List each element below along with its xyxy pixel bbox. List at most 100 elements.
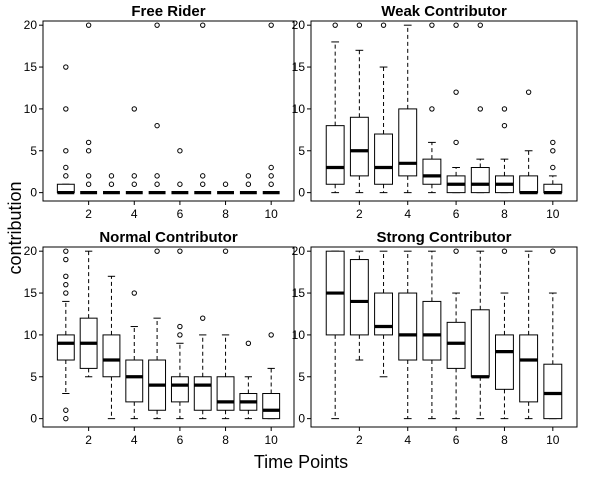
outlier-point bbox=[501, 106, 508, 112]
y-tick-label: 10 bbox=[292, 102, 306, 116]
x-tick-label: 2 bbox=[356, 207, 363, 221]
box-normal-contributor-t1 bbox=[56, 248, 75, 422]
outlier-point bbox=[63, 148, 69, 154]
box-free-rider-t3 bbox=[103, 173, 120, 195]
y-tick-label: 20 bbox=[24, 244, 38, 258]
outlier-point bbox=[200, 181, 206, 187]
panel-border bbox=[42, 246, 295, 428]
outlier-point bbox=[63, 64, 69, 70]
box-strong-contributor-t8 bbox=[495, 248, 514, 420]
outlier-point bbox=[332, 22, 338, 28]
outlier-point bbox=[268, 164, 274, 171]
outlier-point bbox=[131, 181, 137, 187]
box-normal-contributor-t7 bbox=[193, 315, 212, 420]
panel-weak-contributor: Weak Contributor 0 5 10 15 20 2 4 6 8 10 bbox=[292, 3, 578, 221]
box-weak-contributor-t7 bbox=[470, 22, 490, 194]
y-tick-label: 5 bbox=[30, 144, 37, 158]
box-iqr bbox=[216, 376, 235, 411]
box-normal-contributor-t2 bbox=[79, 250, 98, 378]
box-iqr bbox=[519, 334, 539, 403]
x-tick-label: 6 bbox=[453, 433, 460, 447]
outlier-point bbox=[63, 407, 69, 413]
panel-border bbox=[310, 246, 578, 428]
outlier-point bbox=[268, 181, 274, 187]
outlier-point bbox=[550, 164, 556, 171]
outlier-point bbox=[108, 173, 115, 179]
outlier-point bbox=[477, 106, 483, 112]
box-iqr bbox=[495, 334, 514, 390]
outlier-point bbox=[154, 173, 160, 179]
box-iqr bbox=[543, 363, 563, 420]
x-tick-label: 6 bbox=[177, 433, 184, 447]
box-strong-contributor-t3 bbox=[374, 250, 393, 378]
panel-border bbox=[310, 20, 578, 202]
box-iqr bbox=[325, 125, 345, 185]
box-iqr bbox=[102, 334, 121, 378]
outlier-point bbox=[85, 139, 92, 146]
box-strong-contributor-t5 bbox=[422, 250, 442, 420]
outlier-point bbox=[177, 248, 183, 254]
x-tick-label: 10 bbox=[265, 433, 279, 447]
box-weak-contributor-t4 bbox=[398, 24, 418, 194]
outlier-point bbox=[63, 248, 69, 254]
x-tick-label: 4 bbox=[131, 433, 138, 447]
box-free-rider-t6 bbox=[171, 148, 189, 195]
box-iqr bbox=[470, 167, 490, 194]
panel-normal-contributor: Normal Contributor 0 5 10 15 20 2 4 6 8 10 bbox=[24, 229, 295, 447]
outlier-point bbox=[154, 248, 160, 254]
box-normal-contributor-t10 bbox=[262, 332, 281, 420]
panel-title: Strong Contributor bbox=[377, 229, 512, 246]
box-normal-contributor-t4 bbox=[125, 290, 144, 420]
box-free-rider-t4 bbox=[125, 106, 143, 195]
outlier-point bbox=[85, 173, 92, 179]
outlier-point bbox=[131, 173, 137, 179]
x-tick-label: 10 bbox=[546, 207, 560, 221]
outlier-point bbox=[131, 106, 137, 112]
x-tick-label: 6 bbox=[177, 207, 184, 221]
box-normal-contributor-t6 bbox=[170, 248, 189, 420]
box-iqr bbox=[470, 309, 490, 378]
outlier-point bbox=[453, 22, 459, 28]
y-tick-label: 15 bbox=[24, 286, 38, 300]
outlier-point bbox=[177, 148, 183, 154]
outlier-point bbox=[356, 22, 363, 28]
y-tick-label: 5 bbox=[30, 370, 37, 384]
y-tick-label: 10 bbox=[24, 102, 38, 116]
outlier-point bbox=[245, 173, 252, 179]
outlier-point bbox=[550, 139, 556, 146]
x-tick-label: 8 bbox=[222, 207, 229, 221]
outlier-point bbox=[85, 22, 92, 28]
box-strong-contributor-t7 bbox=[470, 250, 490, 420]
y-tick-label: 0 bbox=[298, 412, 305, 426]
box-iqr bbox=[125, 359, 144, 403]
x-tick-label: 6 bbox=[453, 207, 460, 221]
box-strong-contributor-t6 bbox=[446, 248, 466, 420]
y-tick-label: 20 bbox=[24, 18, 38, 32]
box-strong-contributor-t4 bbox=[398, 250, 418, 420]
box-iqr bbox=[56, 334, 75, 361]
box-weak-contributor-t10 bbox=[543, 139, 563, 195]
box-iqr bbox=[519, 175, 539, 194]
box-iqr bbox=[422, 158, 442, 185]
box-iqr bbox=[398, 292, 418, 361]
box-weak-contributor-t8 bbox=[495, 106, 514, 194]
y-tick-label: 10 bbox=[292, 328, 306, 342]
outlier-point bbox=[501, 122, 508, 129]
x-tick-label: 10 bbox=[546, 433, 560, 447]
outlier-point bbox=[63, 290, 69, 296]
panel-border bbox=[42, 20, 295, 202]
box-iqr bbox=[374, 292, 393, 336]
outlier-point bbox=[85, 181, 92, 187]
box-strong-contributor-t2 bbox=[349, 250, 369, 361]
outlier-point bbox=[63, 106, 69, 112]
box-free-rider-t9 bbox=[239, 173, 257, 195]
box-iqr bbox=[262, 393, 281, 420]
box-normal-contributor-t5 bbox=[148, 248, 167, 420]
outlier-point bbox=[154, 22, 160, 28]
x-tick-label: 2 bbox=[85, 207, 92, 221]
y-tick-label: 15 bbox=[292, 286, 306, 300]
panel-title: Normal Contributor bbox=[99, 229, 237, 246]
outlier-point bbox=[177, 181, 183, 187]
outlier-point bbox=[63, 415, 69, 422]
